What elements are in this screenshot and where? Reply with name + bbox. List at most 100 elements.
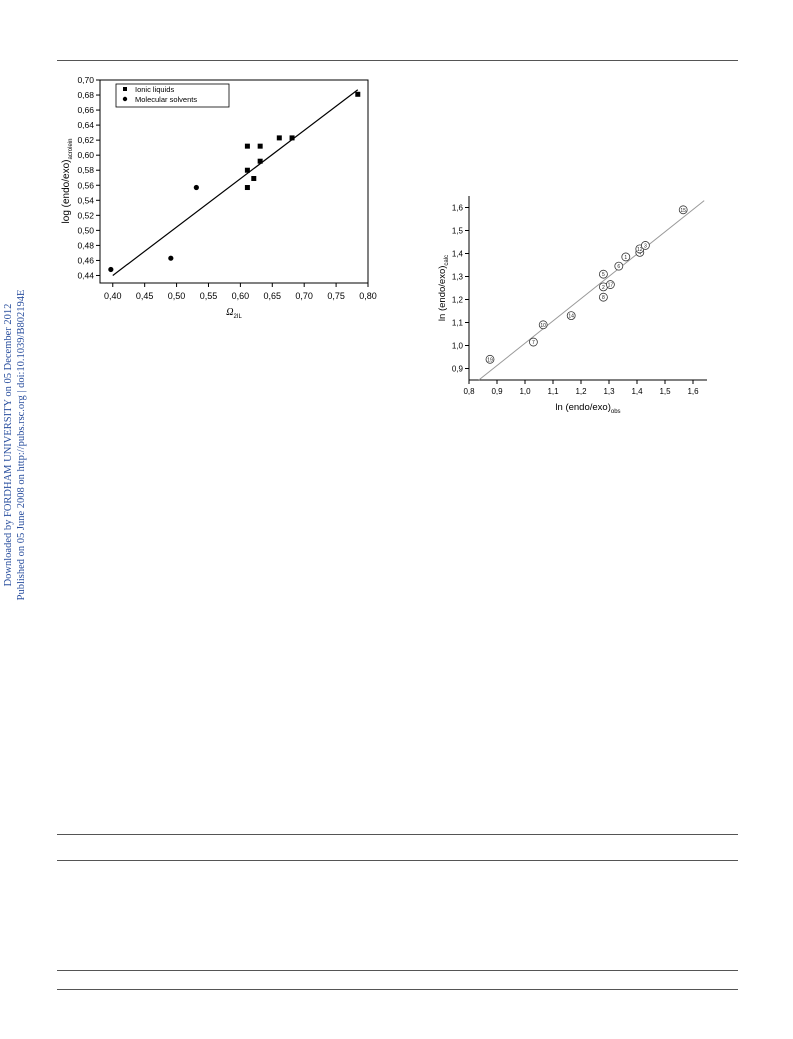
- chart2-point: [485, 354, 495, 364]
- chart2-point: [529, 337, 538, 347]
- chart2-ytick-label: 0,9: [452, 365, 464, 374]
- chart1-xtick-label: 0,70: [295, 291, 313, 301]
- chart2-ticks: 0,8 0,9 1,0 1,1 1,2 1,3 1,4 1,5 1,6 0,9 1,0 1,1 1,2 1…: [452, 204, 699, 397]
- header-rule: [57, 60, 738, 61]
- chart1-ytick-label: 0,52: [77, 210, 94, 220]
- chart2-point: [621, 252, 631, 262]
- chart2-point-label: 15: [680, 208, 686, 214]
- chart2-point: [635, 244, 645, 254]
- ionic-liquid-point: [251, 175, 257, 181]
- chart1-legend: Ionic liquids Molecular solvents: [115, 83, 230, 108]
- chart2-point-label: 2: [602, 285, 605, 291]
- chart2-point-label: 8: [602, 295, 605, 301]
- chart2-point-label: 10: [540, 323, 546, 329]
- chart2-ytick-label: 1,4: [452, 250, 464, 259]
- chart1-ytick-label: 0,68: [77, 90, 94, 100]
- chart1-ylabel-sub: acrolein: [68, 139, 74, 160]
- chart2-point-label: 3: [644, 243, 647, 249]
- chart1-ytick-label: 0,64: [77, 120, 94, 130]
- chart2-ylabel: ln (endo/exo)calc: [437, 255, 450, 321]
- download-notice-line1: Downloaded by FORDHAM UNIVERSITY on 05 D…: [3, 303, 14, 587]
- rule-1: [57, 834, 738, 835]
- chart2-point: [599, 282, 608, 292]
- chart2-point: [606, 280, 615, 289]
- chart1-ytick-label: 0,60: [77, 150, 94, 160]
- chart1-xtick-label: 0,45: [136, 291, 154, 301]
- chart2-point: [566, 311, 576, 321]
- chart2-point: [599, 292, 608, 302]
- chart2-xtick-label: 1,2: [575, 387, 587, 396]
- chart2-xlabel-sub: obs: [611, 409, 621, 415]
- chart1-xtick-label: 0,65: [264, 291, 282, 301]
- chart2-xtick-label: 1,0: [519, 387, 531, 396]
- chart2-xtick-label: 1,5: [659, 387, 671, 396]
- chart2-point: [538, 320, 548, 330]
- chart2-ytick-label: 1,1: [452, 319, 464, 328]
- chart1-plot-frame: [99, 79, 369, 284]
- chart2-xtick-label: 1,4: [631, 387, 643, 396]
- chart1-legend-box: [115, 83, 230, 108]
- chart2-xtick-label: 0,9: [491, 387, 503, 396]
- rule-2: [57, 860, 738, 861]
- chart2-point: [635, 247, 645, 257]
- chart2-point-label: 19: [487, 357, 493, 363]
- chart2-point: [641, 241, 650, 250]
- legend-molecular-solvents: Molecular solvents: [135, 95, 197, 104]
- chart1-xlabel-main: Ω: [226, 307, 233, 318]
- chart2-xtick-label: 1,6: [687, 387, 699, 396]
- chart2-ylabel-main: ln (endo/exo): [437, 266, 448, 321]
- chart1-ylabel-main: log (endo/exo): [61, 160, 72, 224]
- chart2-xlabel-main: ln (endo/exo): [555, 402, 610, 413]
- chart2-ytick-label: 1,2: [452, 296, 464, 305]
- chart2-point-label: 14: [568, 314, 574, 320]
- chart1-ytick-label: 0,48: [77, 240, 94, 250]
- chart2-xtick-label: 1,1: [547, 387, 559, 396]
- chart1-xtick-label: 0,50: [168, 291, 186, 301]
- ionic-liquid-point: [244, 143, 250, 149]
- chart1-ytick-label: 0,70: [77, 75, 94, 85]
- ionic-liquid-point: [276, 135, 282, 141]
- chart1-ytick-label: 0,50: [77, 225, 94, 235]
- download-notice-line2: Published on 05 June 2008 on http://pubs…: [16, 289, 27, 601]
- ionic-liquid-point: [289, 135, 295, 141]
- chart2-xlabel: ln (endo/exo)obs: [555, 402, 620, 415]
- chart1-xtick-label: 0,60: [232, 291, 250, 301]
- chart1-xtick-label: 0,40: [104, 291, 122, 301]
- chart1-points: [108, 91, 361, 273]
- chart1-xtick-label: 0,75: [327, 291, 345, 301]
- molecular-solvent-point: [108, 266, 114, 273]
- chart1-ytick-label: 0,46: [77, 255, 94, 265]
- chart1-ylabel: log (endo/exo)acrolein: [61, 139, 74, 224]
- chart2-ytick-label: 1,3: [452, 273, 464, 282]
- molecular-solvent-point: [193, 184, 199, 191]
- rule-3: [57, 970, 738, 971]
- chart1-xlabel-sub: 2IL: [233, 314, 242, 320]
- chart2-point-label: 1: [624, 255, 627, 261]
- chart1-xtick-label: 0,55: [200, 291, 218, 301]
- chart2-point-label: 12: [637, 247, 643, 253]
- chart2-ytick-label: 1,6: [452, 204, 464, 213]
- chart1-ytick-label: 0,66: [77, 105, 94, 115]
- chart2-point: [599, 269, 608, 279]
- chart2-point-label: 4: [638, 250, 641, 256]
- chart2-point: [614, 261, 624, 271]
- footer-rule: [57, 989, 738, 990]
- ionic-liquid-point: [355, 91, 361, 97]
- chart1-ytick-label: 0,62: [77, 135, 94, 145]
- chart2-fit-line: [478, 200, 705, 381]
- chart2-point-label: 17: [608, 283, 614, 289]
- chart2-ytick-label: 1,0: [452, 342, 464, 351]
- ionic-liquid-point: [257, 158, 263, 164]
- ionic-liquid-point: [257, 143, 263, 149]
- chart1-xlabel: Ω2IL: [226, 307, 242, 320]
- chart1-ytick-label: 0,54: [77, 195, 94, 205]
- chart2-ytick-label: 1,5: [452, 227, 464, 236]
- chart2-point-label: 6: [617, 264, 620, 270]
- ionic-liquid-point: [244, 185, 250, 191]
- molecular-solvent-point: [168, 255, 174, 261]
- chart1-ticks: 0,40 0,45 0,50 0,55 0,60 0,65 0,70 0,75 0,80 0,44…: [77, 75, 376, 301]
- legend-circle-marker: [122, 96, 128, 102]
- chart2-xtick-label: 0,8: [463, 387, 475, 396]
